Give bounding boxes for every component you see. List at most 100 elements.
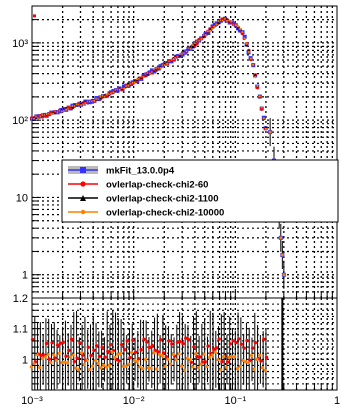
ratio-point-chi2-10000 [146, 366, 150, 370]
point-chi2-10000 [148, 72, 152, 75]
ratio-point-chi2-60 [159, 338, 163, 342]
point-chi2-10000 [247, 50, 250, 53]
legend-marker-square [80, 167, 86, 173]
point-chi2-10000 [280, 253, 284, 257]
ratio-point-chi2-10000 [177, 352, 181, 356]
ratio-point-chi2-10000 [196, 365, 201, 370]
ratio-point-chi2-10000 [52, 353, 56, 357]
ratio-point-chi2-60 [153, 348, 157, 353]
point-mkfit [149, 68, 154, 73]
ratio-point-chi2-10000 [233, 355, 237, 359]
ratio-point-chi2-10000 [174, 358, 178, 362]
x-tick-label: 10⁻³ [21, 395, 43, 407]
ratio-point-chi2-60 [53, 356, 57, 360]
point-chi2-10000 [200, 37, 203, 40]
point-chi2-1100 [254, 74, 257, 77]
point-chi2-10000 [211, 27, 214, 30]
ratio-point-chi2-10000 [155, 367, 159, 371]
point-chi2-10000 [82, 103, 85, 106]
ratio-point-chi2-60 [131, 338, 135, 342]
point-chi2-10000 [243, 37, 246, 40]
ratio-point-chi2-10000 [96, 361, 100, 366]
point-chi2-10000 [213, 25, 216, 28]
ratio-point-chi2-60 [103, 355, 107, 359]
ratio-point-chi2-10000 [135, 360, 139, 364]
ratio-point-chi2-60 [186, 337, 191, 342]
ratio-point-chi2-60 [259, 359, 263, 363]
ratio-point-chi2-60 [97, 354, 102, 359]
ratio-point-chi2-10000 [221, 354, 226, 359]
ratio-point-chi2-10000 [235, 367, 240, 371]
ratio-point-chi2-60 [147, 345, 152, 350]
ratio-point-chi2-10000 [74, 366, 78, 370]
ratio-point-chi2-10000 [132, 358, 137, 363]
ratio-point-chi2-60 [262, 337, 266, 342]
ratio-point-chi2-60 [78, 341, 82, 345]
legend-entry-label: ovlerlap-check-chi2-10000 [106, 208, 224, 219]
ratio-point-chi2-60 [206, 344, 210, 348]
point-chi2-1100 [209, 28, 212, 31]
ratio-point-chi2-10000 [163, 364, 167, 368]
ratio-point-chi2-60 [214, 346, 219, 350]
ratio-point-chi2-10000 [194, 352, 198, 356]
point-chi2-10000 [209, 29, 212, 32]
point-chi2-10000 [282, 273, 286, 277]
ratio-point-chi2-10000 [182, 368, 187, 372]
ratio-point-chi2-10000 [93, 358, 98, 362]
ratio-point-chi2-60 [142, 337, 146, 342]
y-tick-label: 10² [12, 115, 28, 127]
point-chi2-10000 [254, 76, 257, 79]
legend-entry-label: mkFit_13.0.0p4 [106, 166, 175, 177]
point-chi2-60 [240, 32, 245, 36]
ratio-point-chi2-60 [253, 341, 258, 345]
ratio-point-chi2-60 [108, 342, 113, 347]
ratio-point-chi2-60 [195, 354, 199, 359]
point-mkfit [242, 34, 247, 39]
ratio-point-chi2-60 [225, 360, 230, 364]
top-panel-points [29, 14, 286, 277]
point-chi2-10000 [239, 27, 242, 31]
ratio-point-chi2-10000 [247, 361, 251, 365]
ratio-point-chi2-60 [203, 360, 207, 364]
ratio-point-chi2-60 [47, 357, 52, 361]
ratio-point-chi2-60 [89, 353, 93, 358]
ratio-point-chi2-10000 [116, 352, 120, 356]
point-chi2-10000 [264, 127, 268, 130]
ratio-point-chi2-60 [164, 355, 168, 359]
ratio-point-chi2-10000 [171, 352, 176, 357]
ratio-point-chi2-60 [72, 359, 77, 364]
ratio-point-chi2-10000 [230, 355, 234, 359]
ratio-point-chi2-10000 [255, 357, 259, 361]
point-chi2-10000 [256, 84, 259, 88]
ratio-point-chi2-60 [189, 360, 194, 364]
point-chi2-10000 [236, 25, 240, 28]
ratio-point-chi2-60 [64, 354, 68, 358]
ratio-point-chi2-60 [156, 350, 160, 354]
ratio-point-chi2-10000 [224, 365, 228, 369]
ratio-point-chi2-10000 [91, 364, 95, 368]
ratio-point-chi2-60 [192, 345, 196, 349]
point-chi2-10000 [93, 99, 96, 102]
legend-marker-triangle [80, 195, 86, 201]
ratio-point-chi2-10000 [60, 361, 64, 365]
legend-marker-circle [80, 181, 86, 187]
ratio-point-chi2-10000 [188, 358, 192, 362]
ratio-point-chi2-10000 [127, 362, 131, 366]
ratio-point-chi2-10000 [227, 355, 231, 360]
ratio-point-chi2-10000 [85, 358, 89, 362]
ratio-point-chi2-10000 [118, 351, 123, 356]
ratio-point-chi2-10000 [63, 360, 67, 364]
ratio-point-chi2-10000 [71, 353, 75, 357]
ratio-point-chi2-60 [69, 337, 74, 341]
ratio-point-chi2-10000 [152, 351, 156, 355]
y-tick-label: 10³ [12, 38, 28, 50]
y-tick-label: 1.2 [13, 293, 28, 305]
ratio-point-chi2-60 [125, 339, 129, 343]
x-tick-label: 1 [334, 395, 340, 407]
ratio-point-chi2-60 [136, 357, 141, 361]
ratio-point-chi2-60 [92, 348, 96, 353]
ratio-point-chi2-10000 [79, 351, 84, 355]
ratio-point-chi2-60 [133, 350, 138, 354]
y-tick-label: 1.1 [13, 324, 28, 336]
point-chi2-10000 [159, 66, 162, 70]
